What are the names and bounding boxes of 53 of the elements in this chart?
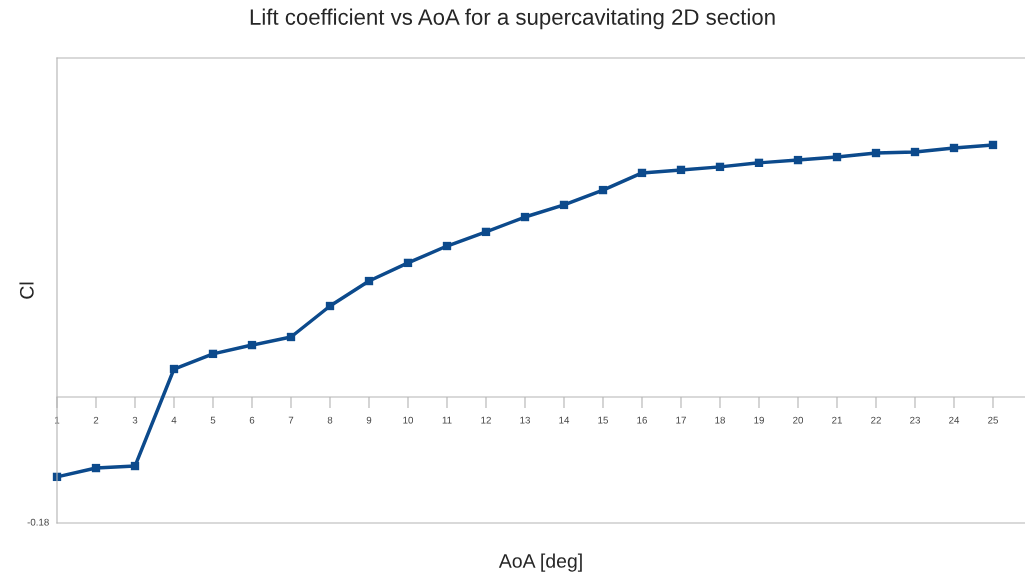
text: -0.18 [27,518,49,526]
x-tick-label: 14 [559,416,570,424]
point [715,162,725,172]
x-tick-label: 1 [55,416,60,424]
x-tick-label: 21 [832,416,842,424]
point [442,241,452,251]
x-tick-label: 16 [637,416,647,424]
point [988,140,998,150]
x-tick-label: 20 [793,416,804,424]
point [676,165,686,175]
point [91,463,101,473]
point [637,168,647,178]
point [598,185,608,195]
point [403,258,413,268]
point [559,200,569,210]
point [832,152,842,162]
x-tick-label: 10 [403,416,414,424]
x-tick-label: 15 [598,416,608,424]
point [286,332,296,342]
point [754,158,764,168]
point [169,364,179,374]
x-tick-label: 8 [327,416,333,424]
y-axis-title: Cl [19,282,34,299]
x-tick-label: 7 [288,416,294,424]
x-tick-label: 12 [481,416,491,424]
x-tick-label: 22 [871,416,881,424]
point [949,143,959,153]
x-tick-label: 4 [171,416,177,424]
x-tick-label: 24 [949,416,960,424]
x-tick-label: 25 [988,416,998,424]
x-tick-label: 19 [754,416,764,424]
point [871,148,881,158]
point [793,155,803,165]
chart-title: Lift coefficient vs AoA for a supercavitating 2D section [250,8,775,30]
x-axis-title: AoA [deg] [498,553,582,572]
x-tick-label: 9 [366,416,372,424]
x-tick-label: 5 [210,416,216,424]
point [364,276,374,286]
x-tick-label: 23 [910,416,920,424]
point [247,340,257,350]
point [208,349,218,359]
point [325,301,335,311]
x-tick-label: 17 [676,416,686,424]
x-tick-label: 6 [249,416,255,424]
x-tick-label: 18 [715,416,725,424]
x-tick-label: 11 [442,416,452,424]
point [910,147,920,157]
point [520,212,530,222]
x-tick-label: 3 [132,416,138,424]
x-tick-label: 13 [520,416,530,424]
x-tick-label: 2 [93,416,99,424]
point [130,461,140,471]
point [481,227,491,237]
